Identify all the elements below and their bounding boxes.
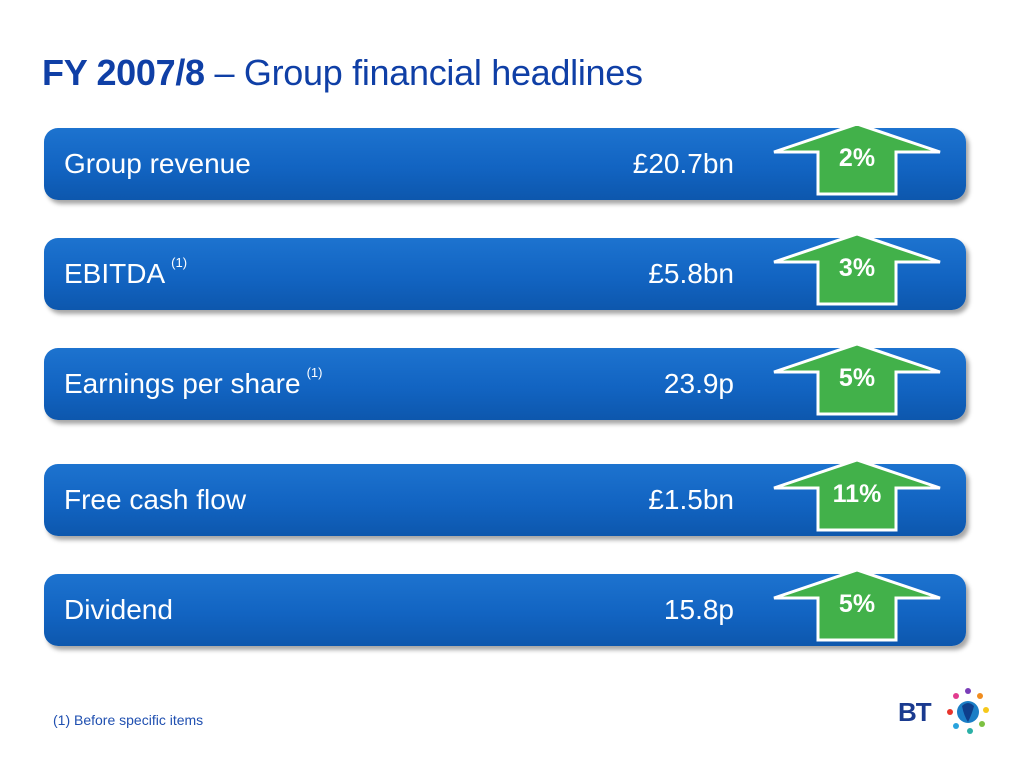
bt-logo-text: BT [898, 697, 932, 727]
bt-piper-logo-icon [947, 688, 989, 734]
row-value: £5.8bn [648, 258, 734, 289]
change-value: 5% [838, 590, 876, 618]
row-label: Group revenue [64, 148, 251, 179]
headline-row-free-cash-flow: Free cash flow £1.5bn 11% [44, 458, 966, 536]
row-value: £1.5bn [648, 484, 734, 515]
change-value: 5% [838, 364, 876, 392]
headline-row-earnings-per-share: Earnings per share (1) 23.9p 5% [44, 342, 966, 420]
bt-logo: BT [898, 686, 994, 738]
row-label: Earnings per share (1) [64, 364, 323, 399]
footnote-marker: (1) [306, 364, 323, 380]
row-value: 23.9p [663, 368, 734, 399]
change-value: 3% [838, 254, 876, 282]
change-value: 2% [838, 144, 876, 172]
slide-title: FY 2007/8 – Group financial headlines [42, 52, 643, 94]
up-arrow-icon [773, 568, 941, 642]
headline-row-group-revenue: Group revenue £20.7bn 2% [44, 122, 966, 200]
headline-row-ebitda: EBITDA (1) £5.8bn 3% [44, 232, 966, 310]
up-arrow-icon [773, 232, 941, 306]
slide-title-year: FY 2007/8 [42, 52, 205, 93]
slide-title-text: – Group financial headlines [204, 52, 643, 93]
row-value: £20.7bn [632, 148, 734, 179]
footnote-marker: (1) [171, 254, 188, 270]
row-label: Free cash flow [64, 484, 247, 515]
up-arrow-icon [773, 458, 941, 532]
row-value: 15.8p [663, 594, 734, 625]
headline-row-dividend: Dividend 15.8p 5% [44, 568, 966, 646]
footnote: (1) Before specific items [53, 712, 204, 728]
up-arrow-icon [773, 122, 941, 196]
change-value: 11% [832, 480, 882, 508]
row-label: Dividend [64, 594, 173, 625]
row-label: EBITDA (1) [64, 254, 188, 289]
up-arrow-icon [773, 342, 941, 416]
